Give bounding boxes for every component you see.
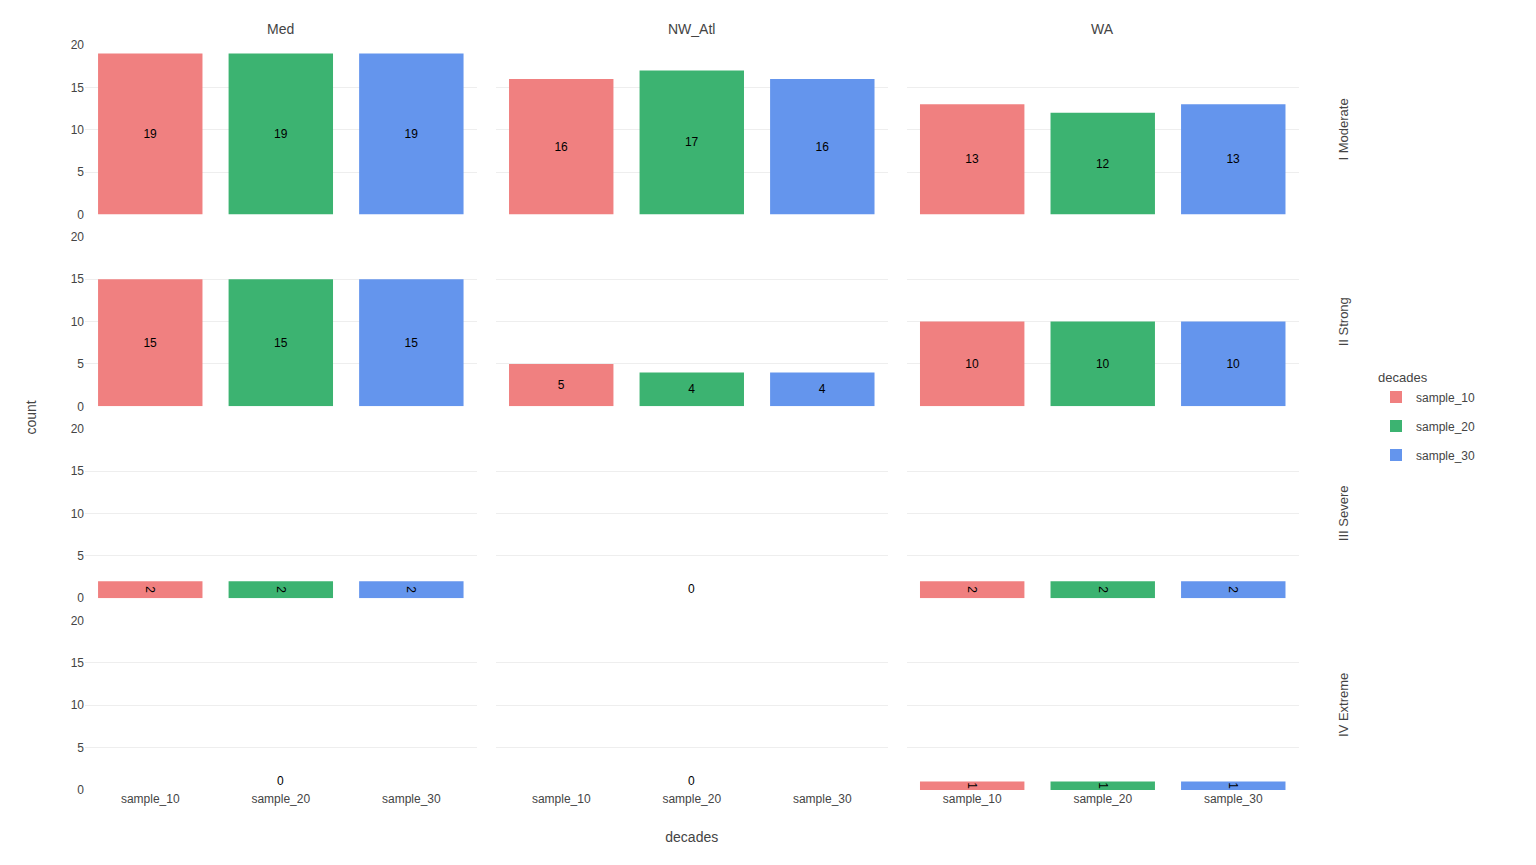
svg-text:II Strong: II Strong xyxy=(1336,297,1351,346)
svg-text:2: 2 xyxy=(274,586,288,593)
svg-text:NW_Atl: NW_Atl xyxy=(668,21,715,37)
svg-text:sample_20: sample_20 xyxy=(662,792,721,806)
svg-text:5: 5 xyxy=(558,378,565,392)
svg-text:5: 5 xyxy=(77,165,84,179)
svg-text:17: 17 xyxy=(685,135,699,149)
svg-text:4: 4 xyxy=(688,382,695,396)
svg-text:sample_30: sample_30 xyxy=(793,792,852,806)
svg-text:10: 10 xyxy=(71,123,85,137)
svg-text:13: 13 xyxy=(965,152,979,166)
svg-text:1: 1 xyxy=(1226,782,1240,789)
svg-text:15: 15 xyxy=(143,336,157,350)
svg-text:16: 16 xyxy=(554,140,568,154)
svg-text:4: 4 xyxy=(819,382,826,396)
svg-text:20: 20 xyxy=(71,614,85,628)
svg-text:0: 0 xyxy=(77,591,84,605)
svg-text:0: 0 xyxy=(77,400,84,414)
svg-text:12: 12 xyxy=(1096,157,1110,171)
svg-text:15: 15 xyxy=(71,464,85,478)
svg-text:III Severe: III Severe xyxy=(1336,486,1351,542)
svg-text:10: 10 xyxy=(1096,357,1110,371)
svg-text:sample_30: sample_30 xyxy=(1416,449,1475,463)
svg-text:15: 15 xyxy=(71,656,85,670)
svg-text:0: 0 xyxy=(77,783,84,797)
svg-text:19: 19 xyxy=(404,127,418,141)
svg-text:5: 5 xyxy=(77,741,84,755)
svg-text:sample_20: sample_20 xyxy=(1416,420,1475,434)
svg-text:Med: Med xyxy=(267,21,294,37)
svg-text:1: 1 xyxy=(965,782,979,789)
svg-text:2: 2 xyxy=(404,586,418,593)
svg-text:1: 1 xyxy=(1096,782,1110,789)
svg-text:15: 15 xyxy=(404,336,418,350)
svg-text:sample_30: sample_30 xyxy=(1204,792,1263,806)
svg-text:0: 0 xyxy=(688,774,695,788)
svg-text:sample_20: sample_20 xyxy=(251,792,310,806)
svg-text:20: 20 xyxy=(71,230,85,244)
svg-text:sample_10: sample_10 xyxy=(121,792,180,806)
svg-text:2: 2 xyxy=(1096,586,1110,593)
svg-text:IV Extreme: IV Extreme xyxy=(1336,673,1351,737)
svg-text:10: 10 xyxy=(965,357,979,371)
svg-text:sample_10: sample_10 xyxy=(1416,391,1475,405)
svg-text:5: 5 xyxy=(77,549,84,563)
svg-text:15: 15 xyxy=(274,336,288,350)
svg-text:10: 10 xyxy=(71,315,85,329)
svg-text:sample_10: sample_10 xyxy=(943,792,1002,806)
svg-text:20: 20 xyxy=(71,38,85,52)
svg-text:2: 2 xyxy=(965,586,979,593)
svg-text:count: count xyxy=(23,400,39,434)
svg-text:15: 15 xyxy=(71,81,85,95)
svg-text:19: 19 xyxy=(143,127,157,141)
svg-text:5: 5 xyxy=(77,357,84,371)
svg-text:10: 10 xyxy=(1226,357,1240,371)
svg-text:13: 13 xyxy=(1226,152,1240,166)
svg-text:20: 20 xyxy=(71,422,85,436)
svg-text:16: 16 xyxy=(815,140,829,154)
svg-text:decades: decades xyxy=(1378,370,1428,385)
svg-text:10: 10 xyxy=(71,698,85,712)
svg-text:I Moderate: I Moderate xyxy=(1336,98,1351,160)
svg-text:decades: decades xyxy=(665,829,718,845)
svg-text:2: 2 xyxy=(143,586,157,593)
svg-text:WA: WA xyxy=(1091,21,1114,37)
svg-text:0: 0 xyxy=(77,208,84,222)
svg-text:sample_10: sample_10 xyxy=(532,792,591,806)
svg-text:15: 15 xyxy=(71,272,85,286)
svg-text:19: 19 xyxy=(274,127,288,141)
svg-text:2: 2 xyxy=(1226,586,1240,593)
svg-text:0: 0 xyxy=(688,582,695,596)
svg-text:10: 10 xyxy=(71,507,85,521)
svg-text:0: 0 xyxy=(277,774,284,788)
svg-text:sample_20: sample_20 xyxy=(1073,792,1132,806)
svg-text:sample_30: sample_30 xyxy=(382,792,441,806)
